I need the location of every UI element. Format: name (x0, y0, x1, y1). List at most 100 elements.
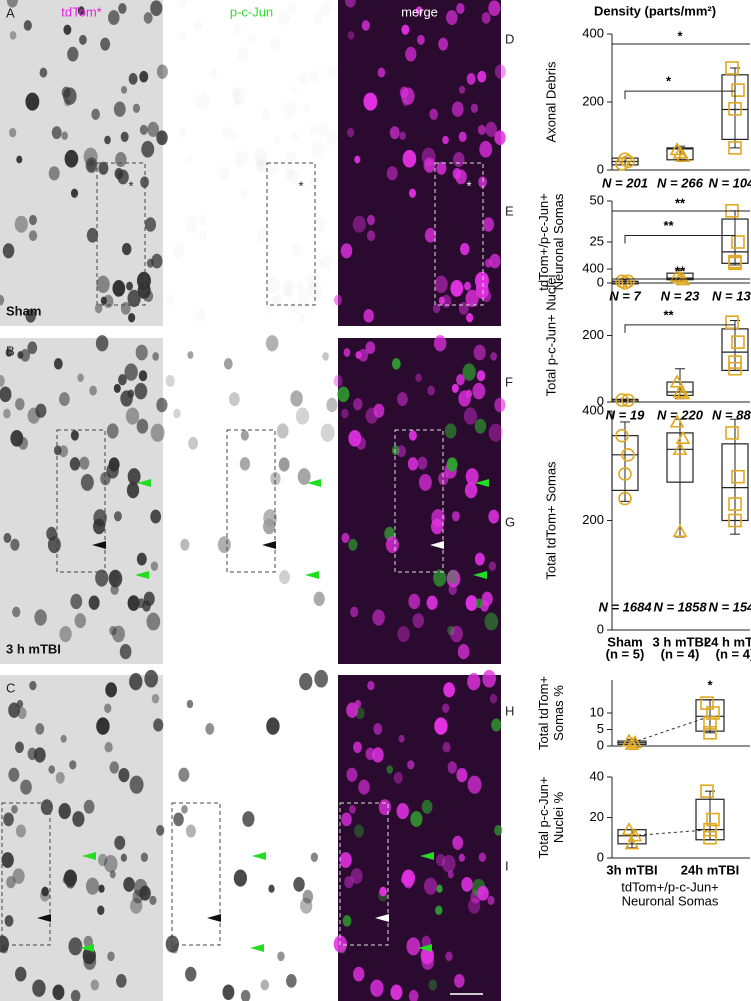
data-point (615, 428, 629, 443)
cell (373, 403, 385, 418)
cell (317, 121, 329, 137)
cell (263, 518, 276, 535)
cell (386, 166, 398, 181)
y-axis-label: Neuronal Somas (551, 193, 566, 290)
cell (261, 108, 270, 120)
column-header: p-c-Jun (230, 4, 273, 19)
cell (358, 779, 370, 795)
cell (185, 966, 197, 982)
cell (477, 885, 489, 901)
cell (468, 897, 481, 914)
cell (408, 989, 419, 1001)
cell (494, 130, 506, 146)
cell (378, 799, 391, 816)
cell (402, 98, 409, 107)
data-point (725, 426, 739, 440)
cell (53, 358, 63, 370)
cell (2, 243, 15, 259)
data-point (621, 393, 635, 408)
cell (120, 390, 133, 407)
cell (61, 131, 68, 140)
cell (152, 352, 159, 361)
cell (393, 771, 403, 784)
y-tick-label: 50 (590, 192, 604, 207)
cell (478, 852, 487, 862)
cell (391, 445, 400, 456)
y-axis-label: Total tdTom+ (536, 676, 551, 750)
cell (146, 612, 161, 631)
cell (25, 308, 36, 323)
inset-box (339, 802, 389, 946)
arrowhead (307, 479, 321, 487)
cell (436, 161, 447, 175)
y-tick-label: 0 (597, 274, 604, 289)
data-point (703, 725, 717, 740)
cell (417, 456, 428, 470)
panel-letter: A (6, 5, 15, 20)
cell (107, 951, 115, 962)
cell (302, 103, 311, 114)
cell (474, 418, 487, 434)
cell (347, 30, 355, 40)
arrowhead (82, 852, 96, 860)
data-point (672, 384, 688, 398)
data-point (731, 469, 745, 484)
cell (426, 595, 438, 610)
cell (458, 853, 466, 862)
cell (445, 951, 453, 962)
cell (140, 852, 149, 862)
data-point (706, 812, 720, 827)
cell (83, 799, 95, 814)
cell (128, 312, 136, 323)
cell (306, 271, 321, 290)
y-tick-label: 0 (597, 393, 604, 408)
cell (180, 538, 190, 551)
cell (399, 131, 406, 140)
arrowhead (262, 541, 276, 549)
cell (481, 12, 491, 24)
cell (326, 130, 338, 146)
n-label: N = 137 (712, 288, 751, 303)
cell (435, 853, 446, 867)
cell (217, 536, 231, 554)
cell (98, 161, 109, 175)
cell (401, 24, 410, 35)
cell (268, 161, 279, 175)
data-point (728, 513, 742, 528)
cell (307, 281, 321, 299)
cell (229, 392, 240, 407)
cell (173, 812, 184, 827)
y-tick-label: 200 (582, 512, 604, 527)
cell (353, 741, 362, 754)
cell (52, 984, 65, 1000)
data-point (621, 154, 635, 169)
cell (474, 271, 489, 290)
data-point (627, 828, 643, 842)
panel-letter: H (505, 703, 514, 718)
cell (465, 289, 479, 308)
cell (385, 536, 399, 554)
cell (97, 905, 105, 915)
cell (450, 625, 463, 643)
cell (436, 884, 443, 893)
cell (363, 308, 374, 323)
cell (476, 370, 486, 382)
data-point (672, 145, 688, 159)
cell (354, 155, 361, 164)
cell (59, 626, 72, 643)
arrowhead (375, 914, 389, 922)
cell (105, 682, 117, 698)
cell (410, 811, 423, 827)
data-point (618, 491, 632, 506)
cell (79, 456, 90, 470)
cell (198, 214, 207, 226)
significance-bracket (624, 324, 736, 333)
cell (451, 383, 459, 393)
cell (391, 358, 401, 370)
cell (256, 227, 269, 243)
data-point (703, 830, 717, 845)
cell (464, 281, 471, 291)
data-point (669, 268, 685, 283)
n-label: N = 19 (606, 407, 645, 422)
cell (479, 140, 493, 158)
